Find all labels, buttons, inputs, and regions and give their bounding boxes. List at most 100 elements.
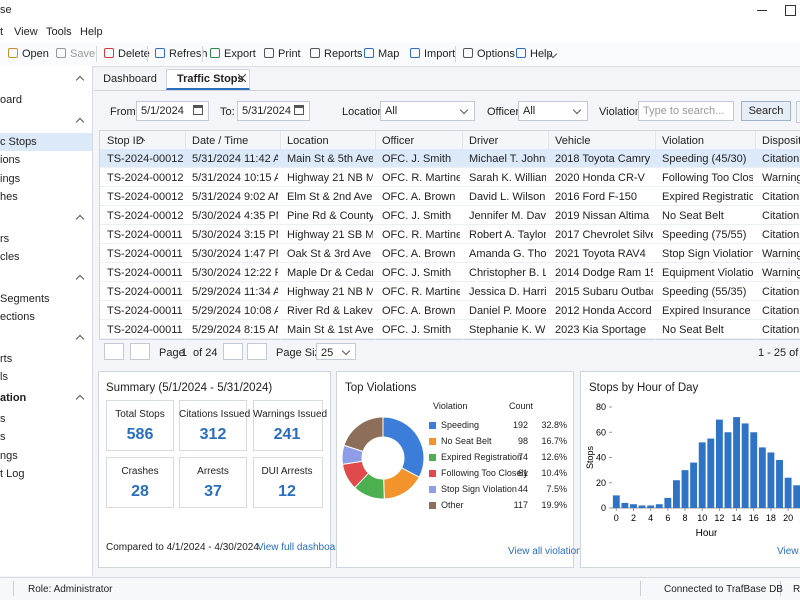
summary-card[interactable] <box>179 457 247 508</box>
summary-card[interactable] <box>179 400 247 451</box>
sidebar-item[interactable]: t Log <box>0 468 25 480</box>
toolbar-button[interactable]: Options <box>477 48 515 60</box>
sidebar-item[interactable]: s <box>0 431 6 443</box>
bar <box>715 419 723 508</box>
table-cell: TS-2024-000123 <box>107 153 183 165</box>
column-header[interactable]: Date / Time <box>192 135 249 147</box>
status-connection: Connected to TrafBase DB <box>664 584 783 595</box>
date-input[interactable] <box>136 101 209 121</box>
violation-search[interactable] <box>638 101 734 121</box>
x-tick-label: 8 <box>683 513 688 523</box>
column-header[interactable]: Driver <box>469 135 499 147</box>
column-header[interactable]: Violation <box>662 135 704 147</box>
title-bar <box>0 0 800 20</box>
toolbar-button[interactable]: Print <box>278 48 301 60</box>
menu-item[interactable]: View <box>14 26 38 38</box>
officer-select[interactable] <box>518 101 588 121</box>
sidebar-item[interactable]: hes <box>0 191 18 203</box>
bar <box>655 504 663 508</box>
table-row[interactable] <box>100 301 800 320</box>
sidebar-group-title[interactable]: ation <box>0 391 27 404</box>
legend-percent: 7.5% <box>546 484 567 494</box>
column-header[interactable]: Officer <box>382 135 415 147</box>
sidebar-item[interactable]: s <box>0 412 6 425</box>
violations-link[interactable]: View all violations <box>508 546 587 557</box>
sidebar-item[interactable]: c Stops <box>0 135 37 148</box>
table-row[interactable] <box>100 282 800 301</box>
toolbar-icon <box>210 48 220 58</box>
table-cell: Elm St & 2nd Ave <box>287 191 373 203</box>
bar <box>724 432 732 508</box>
sidebar-item[interactable]: cles <box>0 251 20 263</box>
table-row[interactable] <box>100 206 800 225</box>
page-size-select[interactable] <box>316 343 356 360</box>
menu-item[interactable]: Help <box>80 26 103 38</box>
table-row[interactable] <box>100 225 800 244</box>
tab-close[interactable] <box>238 74 246 82</box>
tab-active[interactable] <box>166 69 250 90</box>
legend-percent: 32.8% <box>541 420 567 430</box>
table-row[interactable] <box>100 320 800 339</box>
table-cell: Robert A. Taylor <box>469 229 546 241</box>
summary-card[interactable] <box>253 400 323 451</box>
card-value: 28 <box>131 483 149 500</box>
sidebar-item[interactable]: ings <box>0 172 21 185</box>
table-cell: Jennifer M. Davis <box>469 210 546 222</box>
toolbar-button[interactable]: Help <box>530 48 553 60</box>
pager-button[interactable] <box>223 343 243 360</box>
column-header[interactable]: Vehicle <box>555 135 591 147</box>
search-button[interactable]: Search <box>741 101 791 121</box>
toolbar-button[interactable]: Open <box>22 48 49 60</box>
summary-card[interactable] <box>253 457 323 508</box>
sidebar-item[interactable]: oard <box>0 94 23 106</box>
sidebar-item[interactable]: ls <box>0 371 8 383</box>
date-input[interactable] <box>237 101 310 121</box>
table-cell: Warning Issu <box>762 172 800 184</box>
toolbar-button[interactable]: Map <box>378 48 400 60</box>
sidebar-item[interactable]: rs <box>0 232 10 245</box>
toolbar-button[interactable]: Export <box>224 48 256 60</box>
summary-card[interactable] <box>106 400 174 451</box>
pager-button[interactable] <box>130 343 150 360</box>
summary-card[interactable] <box>106 457 174 508</box>
column-header[interactable]: Dispositio <box>762 135 800 147</box>
table-row[interactable] <box>100 149 800 168</box>
pager-button[interactable] <box>104 343 124 360</box>
table-cell: OFC. A. Brown <box>382 305 456 317</box>
chart-link[interactable]: View tr <box>777 546 800 557</box>
table-row[interactable] <box>100 263 800 282</box>
bar <box>638 505 646 508</box>
bar <box>776 460 783 508</box>
table-cell: Highway 21 SB MM 8 <box>287 229 373 241</box>
table-cell: Citation Issu <box>762 153 800 165</box>
y-tick-label: 0 <box>601 503 606 513</box>
tab[interactable]: Dashboard <box>103 73 157 85</box>
table-cell: Citation Issu <box>762 286 800 298</box>
sidebar-item[interactable]: ections <box>0 311 35 323</box>
table-row[interactable] <box>100 187 800 206</box>
toolbar-button[interactable]: Delete <box>118 48 150 60</box>
location-select[interactable] <box>380 101 475 121</box>
dashboard-link[interactable]: View full dashboard <box>257 542 345 553</box>
legend-name: Other <box>441 500 464 510</box>
pager-button[interactable] <box>247 343 267 360</box>
toolbar-button: Save <box>70 48 96 60</box>
column-header[interactable]: Stop ID <box>107 135 144 147</box>
table-row[interactable] <box>100 168 800 187</box>
sidebar-item[interactable]: Segments <box>0 292 50 305</box>
toolbar-button[interactable]: Refresh <box>169 48 208 60</box>
table-cell: David L. Wilson <box>469 191 546 203</box>
toolbar-button[interactable]: Import <box>424 48 456 60</box>
table-cell: Citation Issu <box>762 229 800 241</box>
status-role: Role: Administrator <box>28 584 113 595</box>
x-tick-label: 12 <box>714 513 724 523</box>
sidebar-item[interactable]: ions <box>0 154 21 166</box>
sidebar-item[interactable]: rts <box>0 352 13 365</box>
x-tick-label: 18 <box>766 513 776 523</box>
table-row[interactable] <box>100 244 800 263</box>
column-header[interactable]: Location <box>287 135 329 147</box>
menu-item[interactable]: Tools <box>46 26 72 38</box>
toolbar-button[interactable]: Reports <box>324 48 363 60</box>
sidebar-item[interactable]: ngs <box>0 449 18 462</box>
menu-item[interactable]: t <box>0 26 4 38</box>
